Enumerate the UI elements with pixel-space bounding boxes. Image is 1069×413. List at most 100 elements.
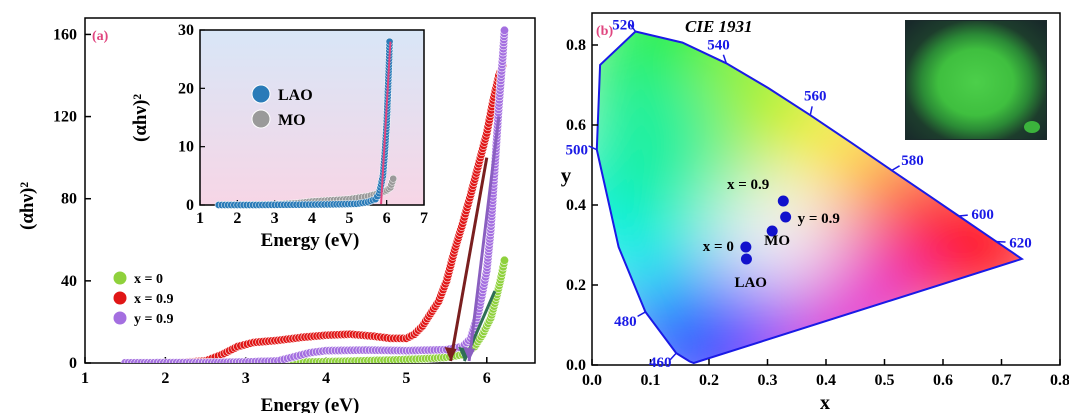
panel-b-label: (b) bbox=[596, 24, 613, 39]
x-tick-label: 5 bbox=[402, 370, 410, 387]
legend-label: y = 0.9 bbox=[134, 312, 173, 327]
cie-point bbox=[777, 195, 789, 207]
wavelength-label: 600 bbox=[971, 207, 994, 223]
legend-label: x = 0 bbox=[134, 272, 163, 287]
cie-x-tick-label: 0.1 bbox=[641, 372, 661, 389]
x-tick-label: 3 bbox=[242, 370, 250, 387]
panel-b-y-axis-label: y bbox=[561, 163, 572, 187]
cie-x-tick-label: 0.6 bbox=[933, 372, 953, 389]
cie-x-tick-label: 0.3 bbox=[758, 372, 778, 389]
y-tick-label: 0 bbox=[69, 355, 77, 372]
inset-y-tick-label: 20 bbox=[178, 80, 194, 97]
panel-a-label: (a) bbox=[92, 29, 109, 44]
cie-y-tick-label: 0.0 bbox=[566, 357, 586, 374]
inset-tangent-line bbox=[380, 41, 392, 205]
inset-x-tick-label: 6 bbox=[383, 210, 391, 227]
wavelength-label: 480 bbox=[614, 314, 637, 330]
panel-a-legend: x = 0 x = 0.9 y = 0.9 bbox=[112, 270, 173, 327]
legend-marker bbox=[112, 310, 128, 326]
panel-a-x-axis-label: Energy (eV) bbox=[261, 395, 360, 413]
panel-b-title: CIE 1931 bbox=[685, 17, 753, 36]
cie-y-tick-label: 0.8 bbox=[566, 37, 586, 54]
inset-legend-label: LAO bbox=[278, 87, 313, 104]
wavelength-label: 520 bbox=[612, 17, 635, 33]
inset-legend: LAO MO bbox=[251, 84, 313, 129]
cie-y-tick-label: 0.6 bbox=[566, 117, 586, 134]
y-tick-label: 80 bbox=[61, 191, 77, 208]
panel-a-y-axis-label: (αhν)² bbox=[17, 182, 38, 230]
panel-b-x-axis-label: x bbox=[820, 392, 830, 413]
cie-point-label: LAO bbox=[734, 275, 767, 291]
cie-x-tick-label: 0.4 bbox=[816, 372, 836, 389]
cie-point bbox=[780, 211, 792, 223]
wavelength-tick bbox=[588, 145, 598, 151]
wavelength-tick bbox=[809, 106, 813, 116]
wavelength-label: 500 bbox=[566, 143, 589, 159]
cie-point-label: MO bbox=[764, 233, 790, 249]
panel-b: 0.0 0.1 0.2 0.3 0.4 0.5 0.6 0.7 0.8 0.0 0.2 0.4 0.6 0… bbox=[561, 12, 1069, 413]
cie-x-tick-label: 0.2 bbox=[699, 372, 719, 389]
wavelength-label: 620 bbox=[1009, 236, 1032, 252]
cie-x-tick-label: 0.5 bbox=[875, 372, 895, 389]
inset-y-tick-label: 30 bbox=[178, 22, 194, 39]
wavelength-tick bbox=[669, 352, 677, 361]
inset: 1 2 3 4 5 6 7 0 10 20 30 LAO MO (αhν)² Energy (eV) bbox=[130, 22, 428, 251]
cie-points: x = 0 LAO MO x = 0.9 y = 0.9 bbox=[703, 177, 840, 291]
wavelength-label: 540 bbox=[707, 37, 730, 53]
sample-photo bbox=[905, 20, 1047, 140]
inset-x-tick-label: 3 bbox=[271, 210, 279, 227]
legend-marker bbox=[112, 270, 128, 286]
data-point bbox=[499, 25, 509, 35]
inset-legend-label: MO bbox=[278, 112, 306, 129]
tangent-line bbox=[449, 157, 489, 362]
cie-point-label: x = 0 bbox=[703, 239, 734, 255]
tangent-line bbox=[467, 116, 501, 362]
inset-x-tick-label: 2 bbox=[233, 210, 241, 227]
cie-x-tick-label: 0.8 bbox=[1050, 372, 1069, 389]
inset-y-axis-label: (αhν)² bbox=[130, 94, 151, 142]
inset-legend-marker bbox=[251, 109, 271, 129]
wavelength-label: 580 bbox=[901, 153, 924, 169]
wavelength-tick bbox=[958, 214, 968, 217]
spectral-locus bbox=[595, 30, 1025, 364]
y-tick-label: 160 bbox=[53, 26, 77, 43]
cie-y-tick-label: 0.2 bbox=[566, 277, 586, 294]
wavelength-tick bbox=[722, 54, 728, 64]
wavelength-tick bbox=[629, 23, 637, 32]
wavelength-label: 460 bbox=[649, 355, 672, 371]
inset-x-axis-label: Energy (eV) bbox=[261, 230, 360, 251]
data-point bbox=[389, 174, 398, 183]
inset-y-tick-label: 10 bbox=[178, 139, 194, 156]
y-tick-label: 120 bbox=[53, 109, 77, 126]
cie-x-tick-label: 0.0 bbox=[582, 372, 602, 389]
inset-legend-marker bbox=[251, 84, 271, 104]
wavelength-label: 560 bbox=[804, 89, 827, 105]
x-tick-label: 4 bbox=[322, 370, 330, 387]
inset-x-tick-label: 5 bbox=[345, 210, 353, 227]
cie-x-tick-label: 0.7 bbox=[992, 372, 1012, 389]
cie-point-label: y = 0.9 bbox=[798, 211, 840, 227]
inset-x-tick-label: 1 bbox=[196, 210, 204, 227]
cie-point bbox=[766, 225, 778, 237]
panel-b-axes: 0.0 0.1 0.2 0.3 0.4 0.5 0.6 0.7 0.8 0.0 0.2 0.4 0.6 0… bbox=[566, 37, 1069, 389]
inset-x-tick-label: 7 bbox=[420, 210, 428, 227]
data-point bbox=[499, 255, 509, 265]
tangent-arrowhead bbox=[444, 347, 457, 361]
tangent-arrowhead bbox=[463, 347, 476, 361]
wavelength-tick bbox=[637, 311, 646, 318]
wavelength-labels: 520 540 560 580 600 620 500 480 460 bbox=[566, 17, 1032, 371]
wavelength-tick bbox=[891, 165, 900, 172]
cie-y-tick-label: 0.4 bbox=[566, 197, 586, 214]
x-tick-label: 1 bbox=[81, 370, 89, 387]
inset-x-tick-label: 4 bbox=[308, 210, 316, 227]
legend-label: x = 0.9 bbox=[134, 292, 173, 307]
inset-y-tick-label: 0 bbox=[186, 197, 194, 214]
cie-point-label: x = 0.9 bbox=[727, 177, 769, 193]
cie-point bbox=[740, 253, 752, 265]
y-tick-label: 40 bbox=[61, 273, 77, 290]
panel-a-series bbox=[120, 25, 509, 363]
inset-series bbox=[214, 37, 398, 209]
